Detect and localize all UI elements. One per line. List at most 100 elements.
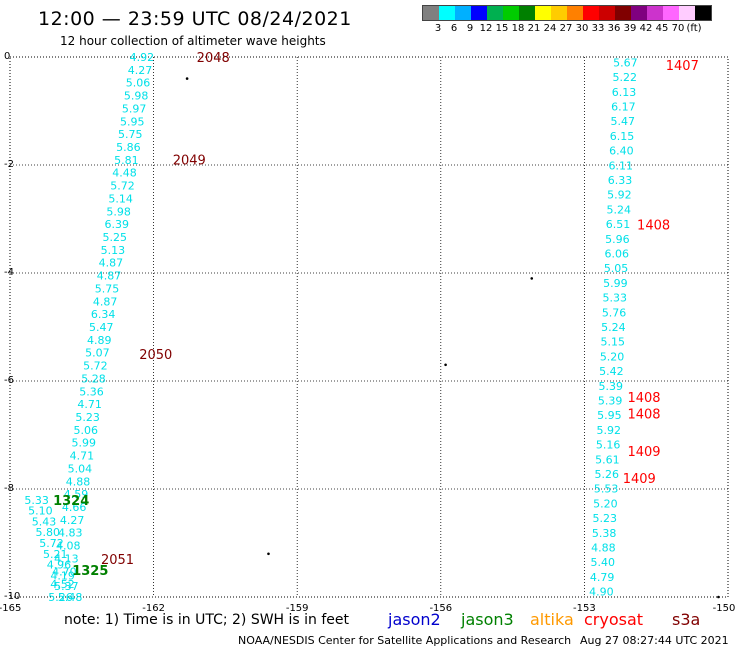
- wave-height-label: 4.88: [591, 542, 616, 555]
- wave-height-label: 5.24: [601, 321, 626, 334]
- wave-height-label: 5.95: [597, 409, 622, 422]
- island-mark: [717, 595, 720, 599]
- wave-height-label: 4.96: [47, 559, 72, 572]
- map-frame: [9, 56, 729, 598]
- wave-height-label: 4.87: [99, 257, 124, 270]
- legend-labels: 3 6 9 12 15 18 21 24 27 30 33 36 39 42 45 70 (ft): [422, 21, 710, 35]
- legend-label: 3: [434, 23, 442, 34]
- legend-swatch: [663, 6, 679, 20]
- wave-height-label: 5.04: [68, 462, 93, 475]
- legend-label: 42: [639, 23, 653, 34]
- legend-swatch: [695, 6, 711, 20]
- wave-height-label: 4.87: [93, 295, 118, 308]
- wave-height-label: 5.98: [124, 90, 148, 103]
- wave-height-label: 4.27: [60, 514, 84, 527]
- legend-swatch: [567, 6, 583, 20]
- satellite-jason3: jason3: [461, 610, 514, 629]
- wave-height-label: 5.95: [120, 115, 145, 128]
- wave-height-label: 6.39: [104, 218, 128, 231]
- wave-height-label: 5.80: [36, 526, 61, 539]
- wave-height-label: 5.23: [75, 411, 100, 424]
- wave-height-label: 5.53: [594, 483, 619, 496]
- wave-height-label: 5.39: [598, 380, 623, 393]
- wave-height-label: 5.33: [602, 292, 627, 305]
- legend-swatch: [503, 6, 519, 20]
- longitude-tick: -150: [712, 603, 736, 614]
- legend-swatch: [455, 6, 471, 20]
- wave-height-label: 5.75: [118, 128, 142, 141]
- wave-height-label: 5.97: [122, 102, 147, 115]
- latitude-tick: -2: [4, 159, 14, 170]
- wave-height-label: 5.20: [600, 350, 625, 363]
- wave-height-label: 5.26: [595, 468, 620, 481]
- wave-height-label: 5.37: [54, 580, 79, 593]
- latitude-tick: -10: [4, 591, 21, 602]
- legend-swatch: [679, 6, 695, 20]
- wave-height-label: 5.21: [43, 548, 68, 561]
- note-text: note: 1) Time is in UTC; 2) SWH is in fe…: [64, 612, 350, 628]
- map-subtitle: 12 hour collection of altimeter wave hei…: [60, 34, 326, 48]
- wave-height-label: 4.89: [87, 334, 112, 347]
- legend-swatch: [423, 6, 439, 20]
- wave-height-label: 5.05: [604, 262, 629, 275]
- wave-height-label: 6.51: [606, 218, 631, 231]
- legend-label: 45: [655, 23, 669, 34]
- legend-swatch: [487, 6, 503, 20]
- legend-swatch: [439, 6, 455, 20]
- legend-label: 15: [495, 23, 509, 34]
- pass-number-label: 2051: [101, 553, 134, 568]
- footer-credit: NOAA/NESDIS Center for Satellite Applica…: [238, 634, 572, 647]
- wave-height-label: 4.83: [58, 527, 83, 540]
- legend-label: 24: [543, 23, 557, 34]
- wave-height-label: 4.87: [97, 270, 122, 283]
- pass-number-label: 1324: [53, 494, 89, 509]
- wave-height-label: 6.33: [608, 174, 633, 187]
- wave-height-label: 6.11: [608, 159, 633, 172]
- wave-height-label: 5.75: [95, 282, 120, 295]
- legend-swatch: [551, 6, 567, 20]
- wave-height-label: 4.52: [50, 578, 74, 591]
- wave-height-label: 5.06: [126, 77, 151, 90]
- legend-swatch: [631, 6, 647, 20]
- pass-number-label: 1408: [637, 218, 670, 233]
- legend-swatch: [535, 6, 551, 20]
- wave-height-label: 5.10: [28, 505, 53, 518]
- wave-height-label: 5.81: [114, 154, 139, 167]
- latitude-tick: -6: [4, 375, 14, 386]
- wave-height-label: 6.13: [612, 86, 637, 99]
- island-mark: [267, 552, 270, 556]
- legend-label: 36: [607, 23, 621, 34]
- wave-height-label: 5.16: [596, 439, 621, 452]
- wave-height-label: 5.36: [79, 385, 104, 398]
- wave-height-label: 4.66: [62, 501, 87, 514]
- legend-label: 6: [450, 23, 458, 34]
- wave-height-label: 5.07: [85, 347, 110, 360]
- wave-height-label: 5.33: [24, 494, 49, 507]
- latitude-tick: 0: [4, 51, 11, 62]
- wave-height-label: 5.26: [48, 591, 73, 604]
- wave-height-label: 4.48: [112, 167, 137, 180]
- legend-swatches: [422, 5, 712, 21]
- wave-height-label: 4.13: [54, 552, 79, 565]
- longitude-tick: -159: [285, 603, 309, 614]
- wave-height-label: 5.13: [101, 244, 126, 257]
- longitude-tick: -156: [429, 603, 453, 614]
- wave-height-label: 5.47: [610, 115, 635, 128]
- wave-height-label: 5.72: [39, 537, 64, 550]
- color-legend: 3 6 9 12 15 18 21 24 27 30 33 36 39 42 45 70 (ft): [422, 5, 712, 35]
- satellite-s3a: s3a: [672, 610, 701, 629]
- wave-height-label: 5.47: [89, 321, 114, 334]
- legend-label: 21: [527, 23, 541, 34]
- legend-label: (ft): [686, 23, 702, 34]
- wave-height-label: 5.20: [593, 497, 618, 510]
- wave-height-label: 5.25: [103, 231, 128, 244]
- legend-label: 18: [511, 23, 525, 34]
- legend-swatch: [471, 6, 487, 20]
- legend-swatch: [599, 6, 615, 20]
- pass-number-label: 1407: [666, 59, 699, 74]
- wave-height-label: 6.15: [610, 130, 635, 143]
- island-mark: [185, 77, 189, 80]
- wave-height-label: 6.06: [604, 248, 629, 261]
- wave-height-label: 6.17: [611, 101, 636, 114]
